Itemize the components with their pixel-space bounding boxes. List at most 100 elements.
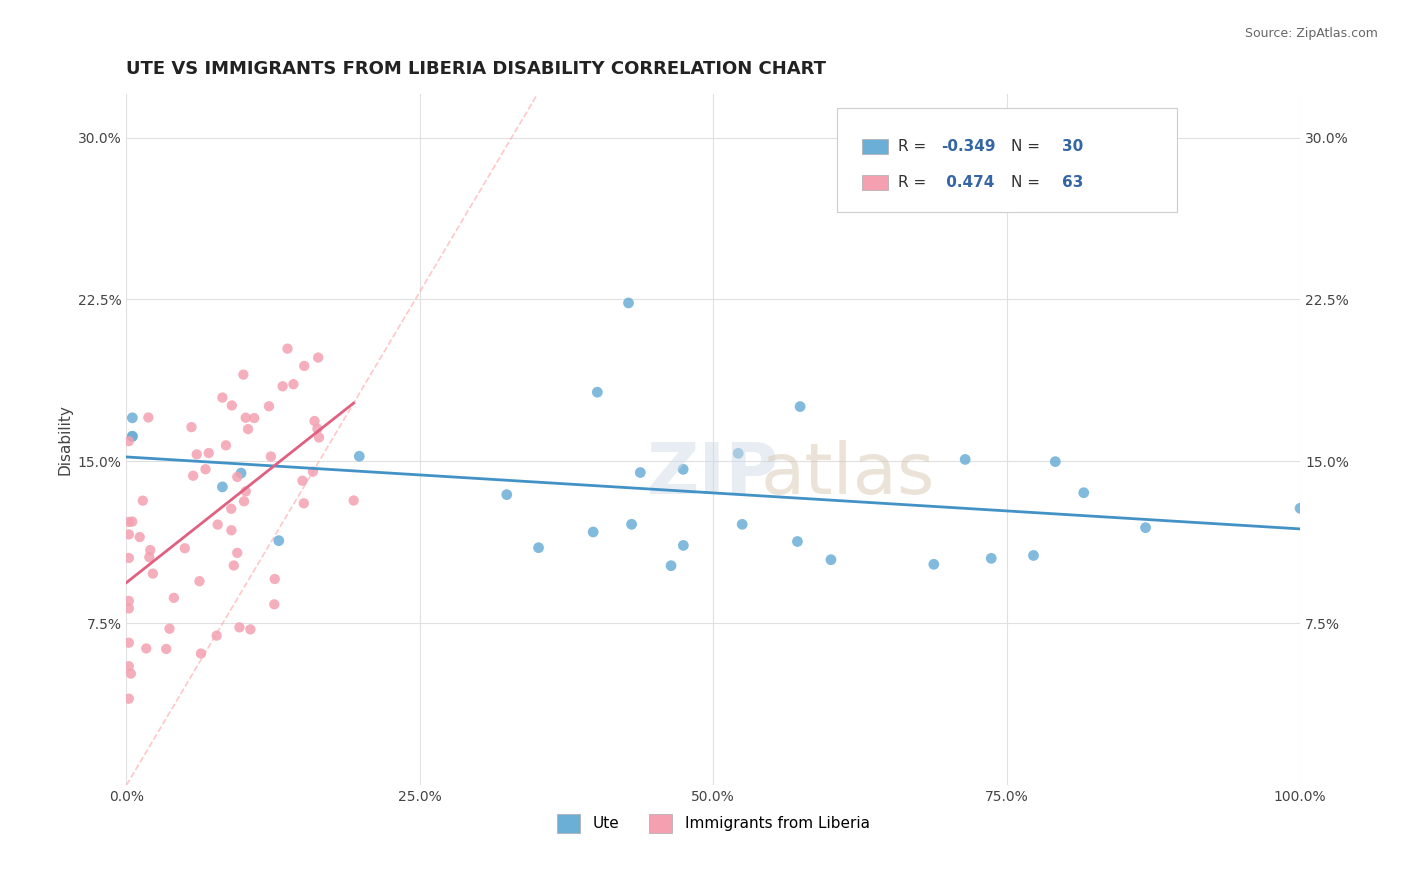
Point	[233, 494, 256, 508]
Point	[186, 447, 208, 461]
Point	[132, 493, 155, 508]
Point	[121, 429, 143, 443]
Point	[226, 470, 249, 484]
Y-axis label: Disability: Disability	[58, 404, 72, 475]
Point	[235, 410, 257, 425]
Text: R =: R =	[897, 139, 931, 154]
Point	[267, 533, 290, 548]
Point	[221, 399, 243, 413]
Point	[139, 543, 162, 558]
Point	[257, 399, 280, 413]
Text: UTE VS IMMIGRANTS FROM LIBERIA DISABILITY CORRELATION CHART: UTE VS IMMIGRANTS FROM LIBERIA DISABILIT…	[127, 60, 827, 78]
Point	[271, 379, 294, 393]
Point	[118, 434, 141, 449]
Text: R =: R =	[897, 175, 931, 190]
Text: N =: N =	[1011, 175, 1045, 190]
Point	[786, 534, 808, 549]
Point	[180, 420, 202, 434]
Text: -0.349: -0.349	[941, 139, 995, 154]
Point	[205, 629, 228, 643]
Point	[308, 430, 330, 444]
Point	[672, 538, 695, 552]
Point	[138, 410, 160, 425]
Point	[221, 523, 243, 537]
Point	[128, 530, 150, 544]
Point	[181, 468, 204, 483]
Point	[142, 566, 165, 581]
Point	[211, 391, 233, 405]
Point	[820, 552, 842, 566]
Point	[628, 466, 651, 480]
Point	[789, 400, 811, 414]
Point	[121, 429, 143, 443]
Point	[1022, 549, 1045, 563]
Point	[155, 642, 177, 657]
Point	[291, 474, 314, 488]
Point	[138, 550, 160, 565]
Point	[118, 601, 141, 615]
Text: 30: 30	[1062, 139, 1083, 154]
Point	[118, 594, 141, 608]
Point	[260, 450, 283, 464]
Point	[118, 515, 141, 529]
Point	[263, 572, 285, 586]
Point	[243, 411, 266, 425]
Point	[980, 551, 1002, 566]
Point	[1045, 455, 1067, 469]
Point	[276, 342, 298, 356]
Point	[194, 462, 217, 476]
Point	[953, 452, 976, 467]
Point	[121, 515, 143, 529]
Point	[617, 296, 640, 310]
Point	[236, 422, 259, 436]
Point	[292, 496, 315, 510]
FancyBboxPatch shape	[837, 108, 1177, 211]
Point	[263, 597, 285, 611]
Point	[118, 691, 141, 706]
Point	[222, 558, 245, 573]
Text: N =: N =	[1011, 139, 1045, 154]
Point	[1289, 501, 1312, 516]
Point	[229, 466, 252, 480]
Text: Source: ZipAtlas.com: Source: ZipAtlas.com	[1244, 27, 1378, 40]
Point	[1135, 521, 1157, 535]
FancyBboxPatch shape	[862, 175, 889, 190]
Point	[283, 377, 305, 392]
Point	[495, 488, 517, 502]
Point	[727, 446, 749, 460]
Point	[118, 551, 141, 566]
FancyBboxPatch shape	[862, 139, 889, 154]
Point	[135, 641, 157, 656]
Legend: Ute, Immigrants from Liberia: Ute, Immigrants from Liberia	[557, 814, 869, 833]
Point	[586, 385, 609, 400]
Point	[235, 484, 257, 499]
Point	[731, 517, 754, 532]
Point	[582, 524, 605, 539]
Point	[207, 517, 229, 532]
Point	[349, 449, 371, 463]
Point	[219, 501, 242, 516]
Point	[304, 414, 326, 428]
Point	[922, 558, 945, 572]
Point	[211, 480, 233, 494]
Point	[188, 574, 211, 589]
Point	[173, 541, 195, 556]
Text: 0.474: 0.474	[941, 175, 994, 190]
Text: atlas: atlas	[761, 440, 935, 508]
Point	[620, 517, 643, 532]
Point	[159, 622, 181, 636]
Point	[118, 636, 141, 650]
Point	[118, 659, 141, 673]
Point	[343, 493, 366, 508]
Point	[302, 465, 325, 479]
Point	[232, 368, 254, 382]
Point	[120, 666, 142, 681]
Point	[121, 410, 143, 425]
Point	[197, 446, 219, 460]
Point	[228, 620, 250, 634]
Point	[292, 359, 315, 373]
Point	[659, 558, 682, 573]
Point	[118, 527, 141, 541]
Point	[239, 623, 262, 637]
Point	[307, 351, 329, 365]
